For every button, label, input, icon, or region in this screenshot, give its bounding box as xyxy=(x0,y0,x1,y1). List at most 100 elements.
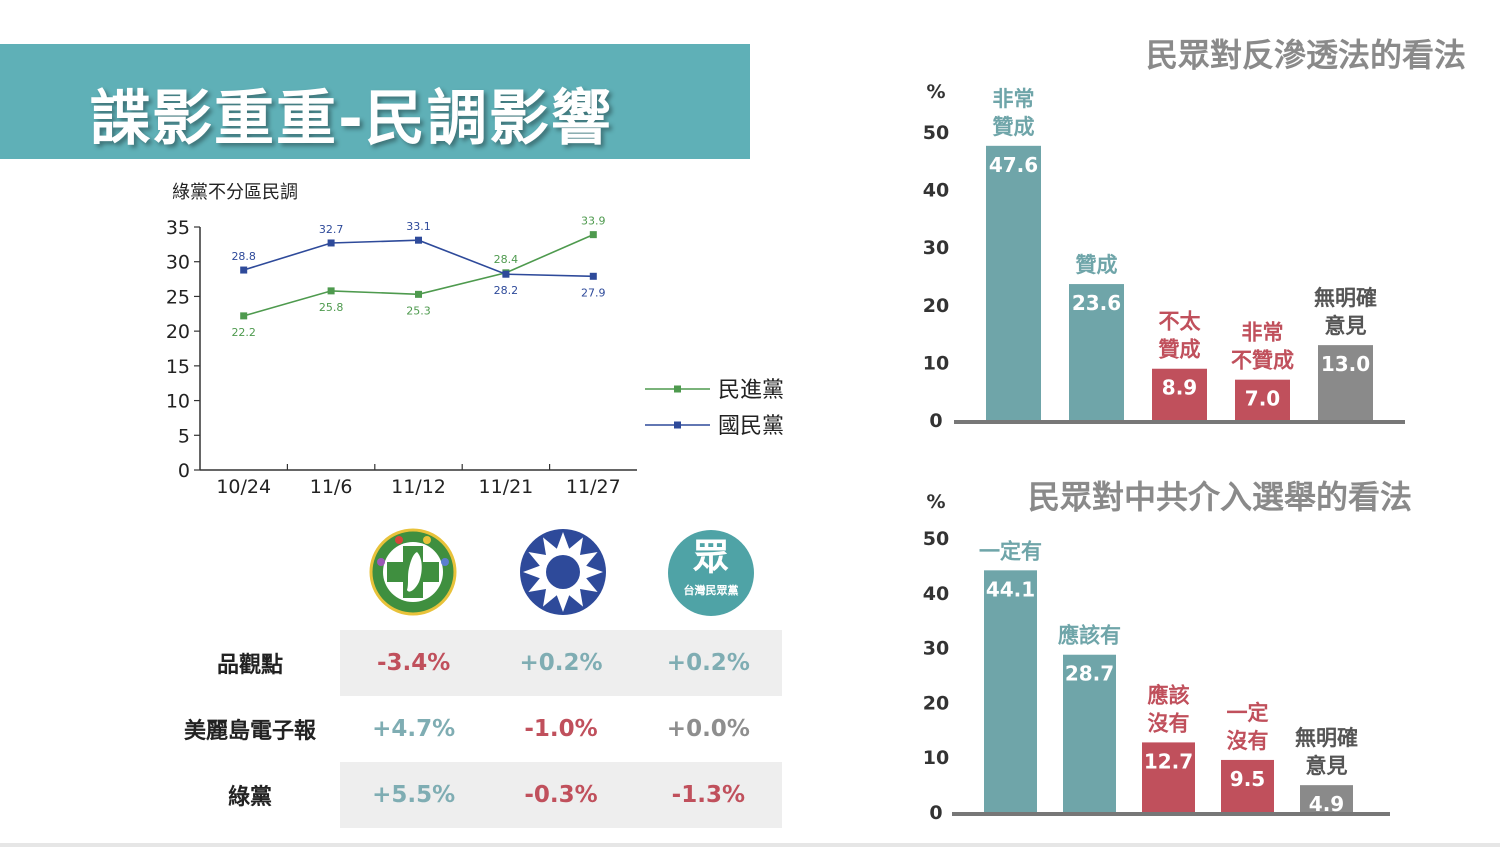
category-label: 不太 xyxy=(1159,310,1202,334)
bar-value-label: 23.6 xyxy=(1072,291,1121,315)
table-cell: -3.4% xyxy=(340,630,488,696)
bar-value-label: 28.7 xyxy=(1065,662,1114,686)
category-label: 意見 xyxy=(1325,314,1367,338)
data-point xyxy=(589,272,597,280)
y-tick-label: 50 xyxy=(923,528,949,550)
data-point xyxy=(502,270,510,278)
legend-label: 國民黨 xyxy=(718,414,784,439)
bar xyxy=(1318,345,1373,420)
data-label: 28.4 xyxy=(494,253,519,266)
x-tick-label: 11/6 xyxy=(310,476,353,498)
y-tick-label: 50 xyxy=(923,122,949,144)
category-label: 贊成 xyxy=(993,115,1035,139)
kmt-logo xyxy=(520,529,606,615)
title-banner: 諜影重重-民調影響 xyxy=(0,44,750,159)
category-label: 無明確 xyxy=(1295,726,1358,750)
tpp-logo: 眾 台灣民眾黨 xyxy=(668,530,754,616)
y-tick-label: 30 xyxy=(923,638,949,660)
row-label: 美麗島電子報 xyxy=(160,696,340,762)
data-label: 33.9 xyxy=(581,215,606,228)
data-label: 28.8 xyxy=(231,250,256,263)
bar xyxy=(986,145,1041,420)
bar xyxy=(1063,654,1116,812)
table-cell: -1.0% xyxy=(524,716,598,742)
bar xyxy=(1221,759,1274,812)
legend-marker xyxy=(674,385,681,393)
category-label: 不贊成 xyxy=(1231,349,1294,373)
y-tick-label: 10 xyxy=(923,352,949,374)
category-label: 贊成 xyxy=(1159,338,1201,362)
bar-chart-title: 民眾對中共介入選舉的看法 xyxy=(1028,478,1412,516)
y-tick-label: 25 xyxy=(166,286,190,308)
data-point xyxy=(240,312,248,320)
table-cell: +0.0% xyxy=(666,716,750,742)
tpp-logo-glyph: 眾 xyxy=(692,537,729,578)
bar xyxy=(1235,379,1290,420)
y-unit-label: % xyxy=(926,81,945,103)
dpp-logo xyxy=(369,528,457,616)
y-tick-label: 30 xyxy=(166,252,190,274)
bar-value-label: 13.0 xyxy=(1321,352,1370,376)
x-tick-label: 11/27 xyxy=(566,476,621,498)
table-cell: +0.2% xyxy=(487,630,635,696)
data-point xyxy=(415,290,422,298)
bar xyxy=(1069,284,1124,420)
table-cell: +5.5% xyxy=(340,762,488,828)
category-label: 一定 xyxy=(1227,701,1269,725)
row-label: 綠黨 xyxy=(160,762,340,828)
table-row: 綠黨 +5.5% -0.3% -1.3% xyxy=(160,762,782,828)
table-cell: +0.2% xyxy=(634,630,782,696)
data-label: 25.8 xyxy=(319,301,344,314)
legend-marker xyxy=(674,421,681,429)
y-tick-label: 20 xyxy=(923,692,949,714)
data-label: 27.9 xyxy=(581,286,606,299)
bar xyxy=(1300,785,1353,812)
y-tick-label: 40 xyxy=(923,180,949,202)
bar-chart-anti-infiltration: 民眾對反滲透法的看法%0102030405047.6非常贊成23.6贊成8.9不… xyxy=(923,36,1466,432)
y-tick-label: 15 xyxy=(166,356,190,378)
data-point xyxy=(240,266,248,274)
legend-label: 民進黨 xyxy=(718,378,784,403)
bar-value-label: 8.9 xyxy=(1162,376,1197,400)
tpp-logo-text: 台灣民眾黨 xyxy=(683,584,739,597)
bar-value-label: 47.6 xyxy=(989,153,1038,177)
y-tick-label: 0 xyxy=(929,802,942,824)
bar-chart-title: 民眾對反滲透法的看法 xyxy=(1146,36,1466,74)
poll-change-table: 品觀點 -3.4% +0.2% +0.2% 美麗島電子報 +4.7% -1.0%… xyxy=(160,630,782,828)
bar-value-label: 7.0 xyxy=(1245,387,1280,411)
y-tick-label: 20 xyxy=(923,295,949,317)
y-tick-label: 35 xyxy=(166,217,190,239)
category-label: 無明確 xyxy=(1314,286,1377,310)
table-row: 品觀點 -3.4% +0.2% +0.2% xyxy=(160,630,782,696)
bar xyxy=(984,570,1037,812)
bar-value-label: 12.7 xyxy=(1144,749,1193,773)
y-tick-label: 20 xyxy=(166,321,190,343)
bar xyxy=(1142,742,1195,812)
x-tick-label: 11/21 xyxy=(479,476,534,498)
table-row: 美麗島電子報 +4.7% -1.0% +0.0% xyxy=(160,696,782,762)
footer-divider xyxy=(0,843,1500,847)
data-point xyxy=(415,236,422,244)
y-tick-label: 10 xyxy=(166,391,190,413)
category-label: 應該 xyxy=(1148,683,1190,707)
table-cell: -1.3% xyxy=(634,762,782,828)
bar-value-label: 9.5 xyxy=(1230,767,1265,791)
data-label: 28.2 xyxy=(494,284,519,297)
x-tick-label: 11/12 xyxy=(391,476,446,498)
data-point xyxy=(327,239,335,247)
line-chart-title: 綠黨不分區民調 xyxy=(172,182,298,203)
y-tick-label: 30 xyxy=(923,237,949,259)
y-tick-label: 10 xyxy=(923,747,949,769)
row-label: 品觀點 xyxy=(160,630,340,696)
data-label: 33.1 xyxy=(406,220,431,233)
y-unit-label: % xyxy=(926,491,945,513)
data-label: 22.2 xyxy=(231,326,256,339)
bar-chart-ccp-interference: 民眾對中共介入選舉的看法% 0 10 20 30 40 50 44.1 一定有 28.7 應該有 12… xyxy=(923,478,1412,824)
category-label: 贊成 xyxy=(1076,253,1118,277)
line-chart: 0 5 10 15 20 25 30 35 10/24 11/6 11/12 11/21 11/27 22… xyxy=(166,215,784,498)
table-cell: -0.3% xyxy=(487,762,635,828)
category-label: 沒有 xyxy=(1227,729,1269,753)
y-tick-label: 0 xyxy=(929,410,942,432)
page-title: 諜影重重-民調影響 xyxy=(90,84,613,154)
y-tick-label: 5 xyxy=(178,425,190,447)
